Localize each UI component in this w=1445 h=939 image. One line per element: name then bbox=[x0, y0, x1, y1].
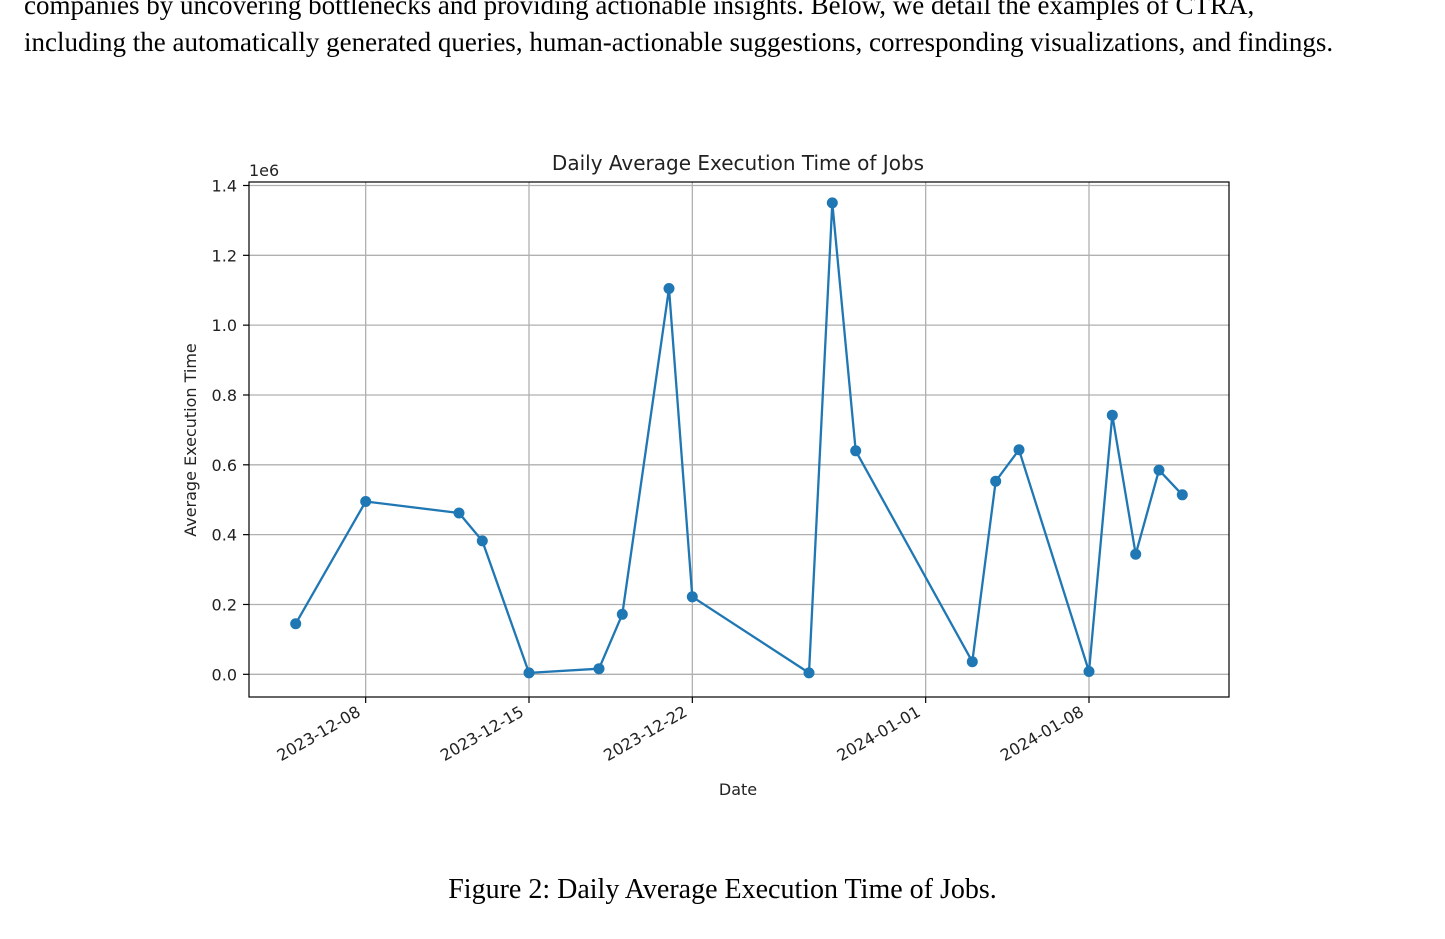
data-point bbox=[966, 656, 978, 668]
data-point bbox=[850, 445, 862, 457]
y-axis-offset-label: 1e6 bbox=[249, 161, 279, 180]
y-tick-label: 0.0 bbox=[212, 665, 237, 684]
grid-lines bbox=[249, 182, 1229, 697]
y-tick-label: 0.6 bbox=[212, 456, 237, 475]
figure-caption: Figure 2: Daily Average Execution Time o… bbox=[448, 874, 997, 905]
data-point bbox=[616, 608, 628, 620]
data-point bbox=[1130, 548, 1142, 560]
x-tick-label: 2024-01-08 bbox=[997, 702, 1087, 765]
data-point bbox=[663, 283, 675, 294]
body-paragraph: companies by uncovering bottlenecks and … bbox=[24, 0, 1444, 61]
data-point bbox=[360, 496, 372, 507]
data-point bbox=[1176, 489, 1188, 501]
data-point bbox=[686, 591, 698, 603]
data-point bbox=[1106, 409, 1118, 421]
y-tick-label: 0.2 bbox=[212, 595, 237, 614]
data-point bbox=[826, 197, 838, 209]
chart-title: Daily Average Execution Time of Jobs bbox=[552, 151, 924, 175]
data-point bbox=[1153, 464, 1165, 476]
y-tick-label: 1.4 bbox=[212, 176, 237, 195]
y-axis-label: Average Execution Time bbox=[181, 343, 200, 537]
data-point bbox=[803, 667, 815, 679]
series-line bbox=[294, 201, 1184, 675]
line-chart: 0.0 0.2 0.4 0.6 0.8 1.0 1.2 1.4 2023-12-08 2023-1… bbox=[181, 151, 1230, 799]
series-layer bbox=[290, 197, 1188, 679]
x-tick-label: 2023-12-08 bbox=[274, 702, 364, 765]
y-tick-label: 1.2 bbox=[212, 246, 237, 265]
x-tick-label: 2023-12-22 bbox=[600, 702, 690, 765]
x-tick-label: 2023-12-15 bbox=[437, 702, 527, 765]
data-point bbox=[593, 663, 605, 675]
data-point bbox=[1013, 444, 1025, 456]
x-axis-label: Date bbox=[719, 780, 757, 799]
axes: 0.0 0.2 0.4 0.6 0.8 1.0 1.2 1.4 2023-12-08 2023-1… bbox=[212, 176, 1090, 765]
plot-frame bbox=[248, 181, 1230, 698]
data-point bbox=[453, 507, 465, 519]
data-point bbox=[290, 618, 302, 630]
paragraph-line-2: including the automatically generated qu… bbox=[24, 27, 1334, 57]
paragraph-line-1: companies by uncovering bottlenecks and … bbox=[24, 0, 1255, 20]
data-point bbox=[523, 667, 535, 679]
data-point bbox=[990, 475, 1002, 487]
y-tick-label: 1.0 bbox=[212, 316, 237, 335]
y-tick-label: 0.4 bbox=[212, 526, 237, 545]
x-tick-label: 2024-01-01 bbox=[834, 702, 924, 765]
data-point bbox=[476, 535, 488, 547]
data-point bbox=[1083, 666, 1095, 677]
y-tick-label: 0.8 bbox=[212, 386, 237, 405]
